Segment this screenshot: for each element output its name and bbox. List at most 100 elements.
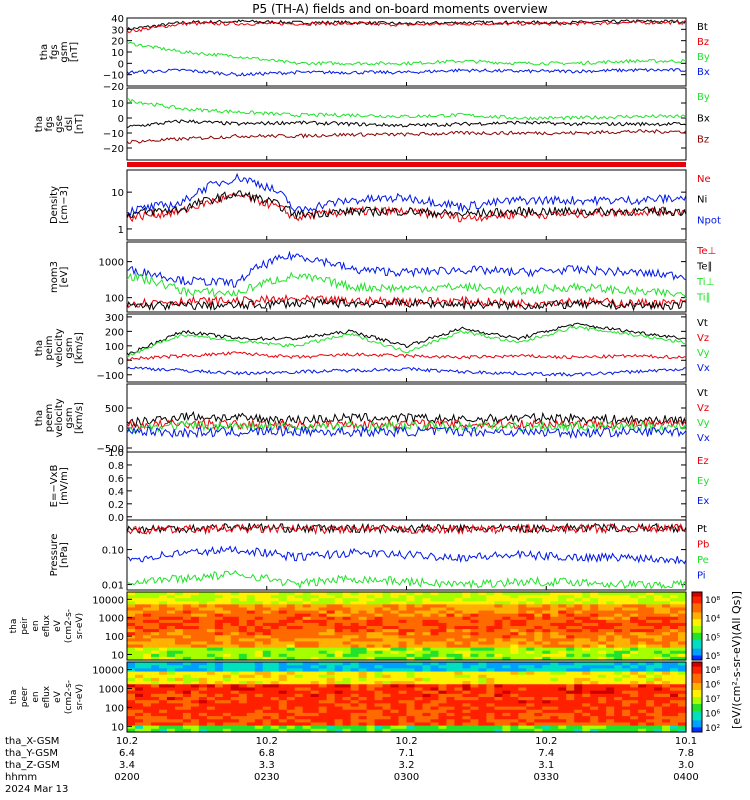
spectrogram-cell — [230, 674, 240, 679]
spectrogram-cell — [574, 592, 583, 596]
spectrogram-cell — [454, 598, 463, 602]
spectrogram-cell — [614, 693, 623, 698]
spectrogram-cell — [310, 644, 320, 649]
spectrogram-cell — [646, 644, 655, 649]
spectrogram-cell — [614, 687, 623, 692]
spectrogram-cell — [342, 697, 352, 701]
spectrogram-cell — [374, 641, 384, 646]
spectrogram-cell — [398, 647, 408, 652]
spectrogram-cell — [134, 647, 144, 652]
spectrogram-cell — [350, 693, 360, 698]
spectrogram-cell — [558, 662, 567, 666]
spectrogram-cell — [334, 674, 344, 679]
spectrogram-cell — [190, 700, 200, 704]
spectrogram-cell — [622, 632, 631, 636]
spectrogram-cell — [294, 604, 304, 609]
spectrogram-cell — [526, 653, 535, 658]
spectrogram-cell — [342, 716, 352, 720]
spectrogram-cell — [670, 677, 679, 682]
spectrogram-cell — [510, 709, 519, 714]
spectrogram-cell — [374, 650, 384, 655]
spectrogram-cell — [638, 622, 647, 627]
spectrogram-cell — [534, 601, 543, 605]
spectrogram-cell — [398, 595, 408, 599]
spectrogram-cell — [646, 725, 655, 730]
spectrogram-cell — [406, 616, 416, 621]
spectrogram-cell — [430, 650, 440, 655]
spectrogram-cell — [502, 598, 511, 602]
spectrogram-cell — [246, 650, 256, 655]
spectrogram-cell — [510, 653, 519, 658]
colorbar-cell — [692, 720, 702, 724]
spectrogram-cell — [254, 632, 264, 636]
spectrogram-cell — [614, 677, 623, 682]
spectrogram-cell — [398, 626, 408, 630]
spectrogram-cell — [550, 601, 559, 605]
spectrogram-cell — [206, 607, 216, 612]
spectrogram-cell — [270, 687, 280, 692]
spectrogram-cell — [598, 604, 607, 609]
spectrogram-cell — [646, 638, 655, 643]
spectrogram-cell — [438, 716, 448, 720]
spectrogram-cell — [590, 650, 599, 655]
spectrogram-cell — [390, 635, 400, 639]
series-Vx — [126, 366, 687, 377]
spectrogram-cell — [390, 697, 400, 701]
spectrogram-cell — [134, 607, 144, 612]
spectrogram-cell — [606, 613, 615, 618]
spectrogram-cell — [590, 716, 599, 720]
spectrogram-cell — [502, 681, 511, 685]
spectrogram-cell — [606, 601, 615, 605]
spectrogram-cell — [246, 665, 256, 669]
spectrogram-cell — [598, 626, 607, 630]
y-axis-label: eV — [53, 690, 63, 703]
spectrogram-cell — [566, 641, 575, 646]
spectrogram-cell — [598, 665, 607, 669]
spectrogram-cell — [406, 647, 416, 652]
spectrogram-cell — [166, 697, 176, 701]
spectrogram-cell — [374, 703, 384, 708]
spectrogram-cell — [646, 716, 655, 720]
spectrogram-cell — [158, 616, 168, 621]
spectrogram-cell — [326, 622, 336, 627]
spectrogram-cell — [158, 626, 168, 630]
spectrogram-cell — [127, 671, 136, 676]
colorbar-cell — [692, 699, 702, 703]
spectrogram-cell — [670, 728, 679, 733]
spectrogram-cell — [534, 616, 543, 621]
spectrogram-cell — [238, 703, 248, 708]
spectrogram-cell — [142, 668, 152, 673]
spectrogram-cell — [614, 622, 623, 627]
spectrogram-cell — [590, 647, 599, 652]
spectrogram-cell — [254, 604, 264, 609]
spectrogram-cell — [486, 700, 495, 704]
spectrogram-cell — [526, 644, 535, 649]
spectrogram-cell — [302, 638, 312, 643]
spectrogram-cell — [270, 653, 280, 658]
y-tick-label: 10 — [111, 48, 124, 59]
spectrogram-cell — [238, 719, 248, 724]
spectrogram-cell — [422, 638, 432, 643]
spectrogram-cell — [302, 709, 312, 714]
spectrogram-cell — [350, 716, 360, 720]
spectrogram-cell — [486, 662, 495, 666]
spectrogram-cell — [262, 598, 272, 602]
spectrogram-cell — [254, 641, 264, 646]
spectrogram-cell — [190, 690, 200, 695]
spectrogram-cell — [358, 653, 368, 658]
spectrogram-cell — [374, 607, 384, 612]
spectrogram-cell — [318, 677, 328, 682]
spectrogram-cell — [398, 650, 408, 655]
spectrogram-cell — [358, 693, 368, 698]
spectrogram-cell — [230, 647, 240, 652]
spectrogram-cell — [350, 613, 360, 618]
spectrogram-cell — [318, 632, 328, 636]
spectrogram-cell — [590, 638, 599, 643]
spectrogram-cell — [127, 626, 136, 630]
spectrogram-cell — [206, 716, 216, 720]
spectrogram-cell — [127, 684, 136, 689]
spectrogram-cell — [630, 697, 639, 701]
spectrogram-cell — [214, 677, 224, 682]
spectrogram-cell — [158, 632, 168, 636]
